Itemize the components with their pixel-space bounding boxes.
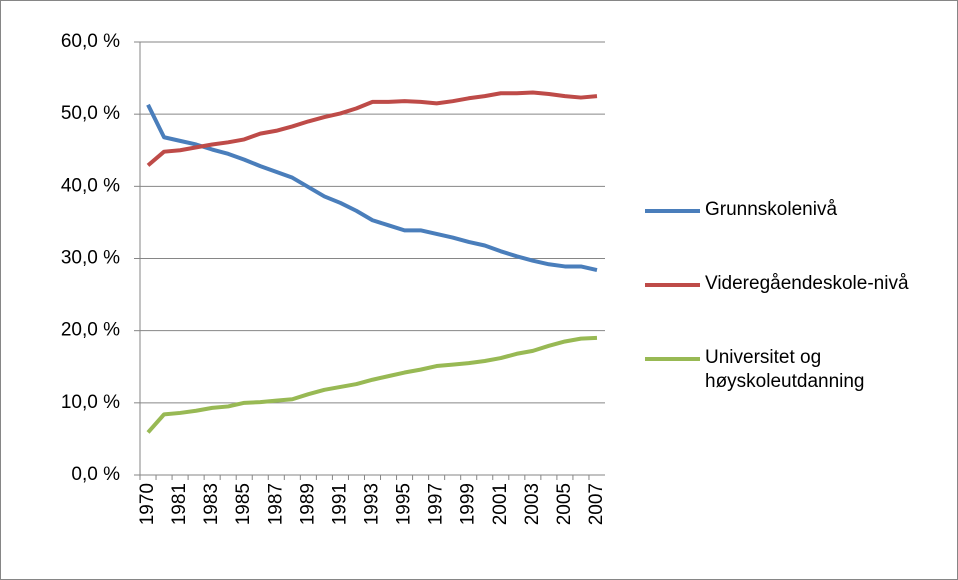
x-tick-label: 2005 [554, 483, 575, 525]
x-tick-label: 1970 [137, 483, 158, 525]
y-tick-label: 30,0 % [61, 248, 120, 269]
x-tick-label: 1985 [233, 483, 254, 525]
x-tick-label: 1987 [265, 483, 286, 525]
x-tick-label: 1983 [201, 483, 222, 525]
y-tick-label: 60,0 % [61, 31, 120, 52]
series-line [146, 335, 598, 434]
y-tick-label: 0,0 % [71, 464, 120, 485]
x-tick-label: 1993 [362, 483, 383, 525]
series-line [146, 90, 598, 167]
x-tick-label: 2001 [490, 483, 511, 525]
legend-label: Universitet og høyskoleutdanning [705, 347, 865, 392]
series-line [146, 103, 598, 272]
y-tick-label: 50,0 % [61, 103, 120, 124]
x-tick-label: 1989 [297, 483, 318, 525]
x-tick-label: 1997 [426, 483, 447, 525]
legend-label: Videregåendeskole-nivå [705, 273, 909, 294]
y-tick-label: 10,0 % [61, 392, 120, 413]
y-tick-label: 40,0 % [61, 175, 120, 196]
x-tick-label: 1981 [169, 483, 190, 525]
x-tick-label: 1999 [458, 483, 479, 525]
x-tick-label: 1991 [329, 483, 350, 525]
y-tick-label: 20,0 % [61, 320, 120, 341]
x-tick-label: 2003 [522, 483, 543, 525]
legend-label: Grunnskolenivå [705, 199, 838, 220]
x-tick-label: 1995 [394, 483, 415, 525]
x-tick-label: 2007 [586, 483, 607, 525]
